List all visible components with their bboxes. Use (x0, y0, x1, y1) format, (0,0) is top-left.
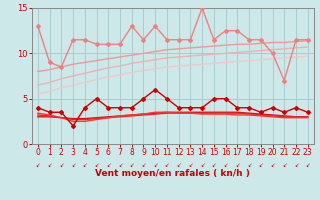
Text: $\swarrow$: $\swarrow$ (116, 161, 124, 169)
Text: $\swarrow$: $\swarrow$ (175, 161, 182, 169)
Text: $\swarrow$: $\swarrow$ (140, 161, 147, 169)
Text: $\swarrow$: $\swarrow$ (222, 161, 229, 169)
Text: $\swarrow$: $\swarrow$ (58, 161, 65, 169)
Text: $\swarrow$: $\swarrow$ (211, 161, 217, 169)
Text: $\swarrow$: $\swarrow$ (152, 161, 159, 169)
Text: $\swarrow$: $\swarrow$ (81, 161, 88, 169)
Text: $\swarrow$: $\swarrow$ (281, 161, 288, 169)
Text: $\swarrow$: $\swarrow$ (128, 161, 135, 169)
Text: $\swarrow$: $\swarrow$ (105, 161, 112, 169)
Text: $\swarrow$: $\swarrow$ (46, 161, 53, 169)
Text: $\swarrow$: $\swarrow$ (199, 161, 205, 169)
Text: $\swarrow$: $\swarrow$ (269, 161, 276, 169)
Text: $\swarrow$: $\swarrow$ (187, 161, 194, 169)
Text: $\swarrow$: $\swarrow$ (70, 161, 76, 169)
Text: $\swarrow$: $\swarrow$ (304, 161, 311, 169)
Text: $\swarrow$: $\swarrow$ (164, 161, 170, 169)
Text: $\swarrow$: $\swarrow$ (234, 161, 241, 169)
Text: $\swarrow$: $\swarrow$ (246, 161, 252, 169)
Text: $\swarrow$: $\swarrow$ (93, 161, 100, 169)
Text: $\swarrow$: $\swarrow$ (292, 161, 300, 169)
Text: $\swarrow$: $\swarrow$ (35, 161, 41, 169)
Text: Vent moyen/en rafales ( kn/h ): Vent moyen/en rafales ( kn/h ) (95, 170, 250, 178)
Text: $\swarrow$: $\swarrow$ (257, 161, 264, 169)
